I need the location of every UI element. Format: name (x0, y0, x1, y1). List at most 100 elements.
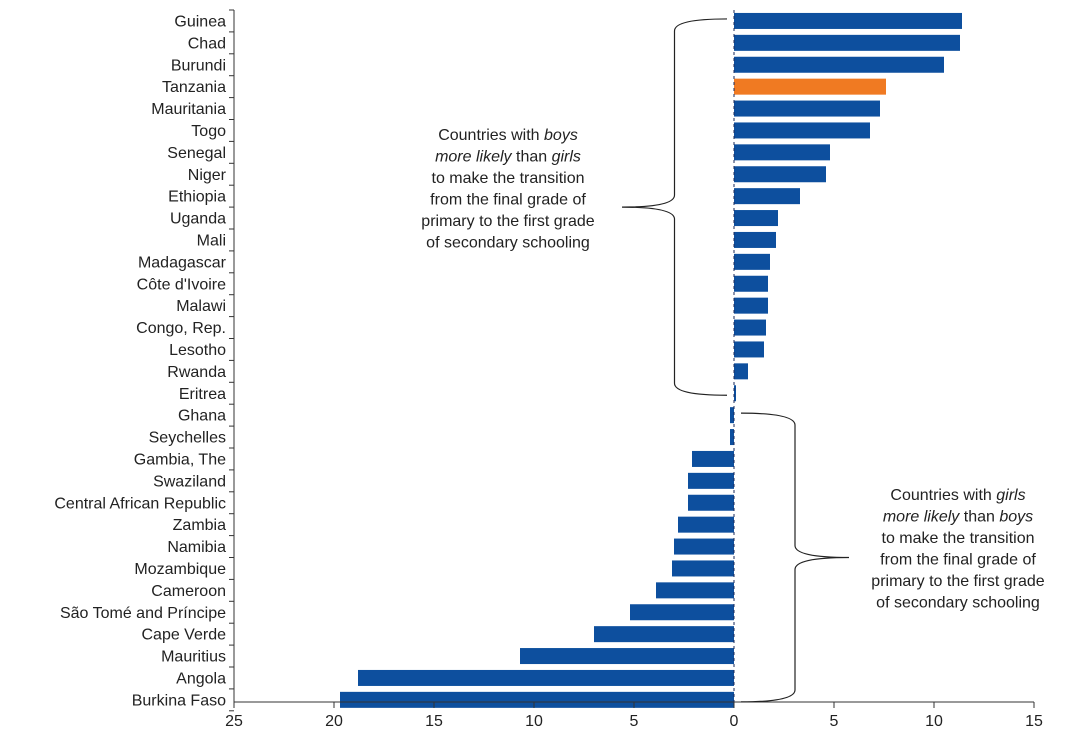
category-label: Lesotho (169, 342, 226, 359)
bar (734, 12, 962, 29)
category-label: Niger (188, 167, 227, 184)
bar (520, 648, 734, 665)
annotation-girls: Countries with girls more likely than boy… (871, 487, 1045, 612)
bar (656, 582, 734, 599)
category-label: Congo, Rep. (136, 320, 226, 337)
x-tick-label: 15 (1025, 713, 1043, 730)
category-label: Mozambique (134, 561, 226, 578)
bar (734, 188, 800, 205)
annotation-text: of secondary schooling (426, 235, 590, 252)
bar (734, 341, 764, 358)
bars-group (340, 12, 962, 708)
annotation-text: more likely (435, 149, 512, 166)
category-label: Angola (176, 670, 226, 687)
category-label: Côte d'Ivoire (137, 276, 226, 293)
annotation-text: than (959, 509, 999, 526)
bar (734, 166, 826, 183)
category-label: Mauritius (161, 649, 226, 666)
x-tick-labels: 25 20 15 10 5 0 5 10 15 (225, 713, 1043, 730)
bar (734, 144, 830, 161)
category-labels: Guinea Chad Burundi Tanzania Mauritania Togo S… (54, 13, 226, 709)
bar (594, 626, 734, 643)
bar (734, 319, 766, 336)
category-label: Togo (191, 123, 226, 140)
bar (734, 34, 960, 51)
annotation-boys: Countries with boys more likely than girl… (421, 127, 595, 252)
x-tick-label: 10 (925, 713, 943, 730)
category-label: Burundi (171, 57, 226, 74)
category-label: Namibia (167, 539, 226, 556)
annotation-text: than (512, 149, 552, 166)
category-label: Seychelles (149, 430, 226, 447)
bar (734, 363, 748, 380)
bar (730, 407, 734, 424)
category-label: Rwanda (167, 364, 226, 381)
bar (734, 78, 886, 95)
annotation-text: Countries with (438, 127, 544, 144)
category-label: Ghana (178, 408, 226, 425)
x-tick-label: 0 (730, 713, 739, 730)
category-label: Tanzania (162, 79, 226, 96)
category-label: Gambia, The (134, 451, 226, 468)
x-tick-label: 5 (830, 713, 839, 730)
annotation-text: primary to the first grade (421, 213, 595, 230)
x-tick-label: 15 (425, 713, 443, 730)
bar (688, 472, 734, 489)
annotation-text: boys (544, 127, 578, 144)
category-label: Cape Verde (141, 627, 226, 644)
bar (730, 429, 734, 446)
x-tick-label: 20 (325, 713, 343, 730)
x-tick-label: 5 (630, 713, 639, 730)
annotation-text: from the final grade of (430, 192, 586, 209)
bar (672, 560, 734, 577)
x-tick-label: 25 (225, 713, 243, 730)
category-label: Burkina Faso (132, 692, 226, 709)
category-label: Zambia (173, 517, 226, 534)
annotation-text: to make the transition (432, 170, 585, 187)
annotation-text: of secondary schooling (876, 595, 1040, 612)
category-label: Guinea (174, 13, 226, 30)
category-label: Chad (188, 35, 226, 52)
bar (688, 494, 734, 511)
bar (734, 122, 870, 139)
bar (674, 538, 734, 555)
category-label: Eritrea (179, 386, 226, 403)
bar (358, 669, 734, 686)
bar (734, 275, 768, 292)
category-label: Ethiopia (168, 189, 226, 206)
category-label: Uganda (170, 211, 226, 228)
bar (734, 385, 736, 402)
axes-group (229, 9, 1035, 712)
category-label: Swaziland (153, 473, 226, 490)
bar (734, 253, 770, 270)
annotation-text: boys (999, 509, 1033, 526)
category-label: Madagascar (138, 254, 227, 271)
annotations-group: Countries with boys more likely than girl… (421, 18, 1045, 703)
category-label: Mauritania (151, 101, 226, 118)
annotation-text: girls (552, 149, 581, 166)
category-label: Senegal (167, 145, 226, 162)
annotation-text: to make the transition (882, 530, 1035, 547)
annotation-text: more likely (883, 509, 960, 526)
category-label: Malawi (176, 298, 226, 315)
category-label: Mali (197, 232, 226, 249)
annotation-text: girls (996, 487, 1025, 504)
bar (630, 604, 734, 621)
category-label: Cameroon (151, 583, 226, 600)
annotation-text: from the final grade of (880, 552, 1036, 569)
bar (734, 231, 776, 248)
x-tick-label: 10 (525, 713, 543, 730)
category-label: Central African Republic (54, 495, 226, 512)
annotation-text: primary to the first grade (871, 573, 1045, 590)
bar (678, 516, 734, 533)
bar (692, 450, 734, 467)
brace-boys (621, 18, 728, 396)
bar (340, 691, 734, 708)
bar (734, 210, 778, 227)
annotation-text: Countries with (890, 487, 996, 504)
bar (734, 100, 880, 117)
bar (734, 56, 944, 73)
brace-girls (740, 412, 850, 703)
category-label: São Tomé and Príncipe (60, 605, 226, 622)
